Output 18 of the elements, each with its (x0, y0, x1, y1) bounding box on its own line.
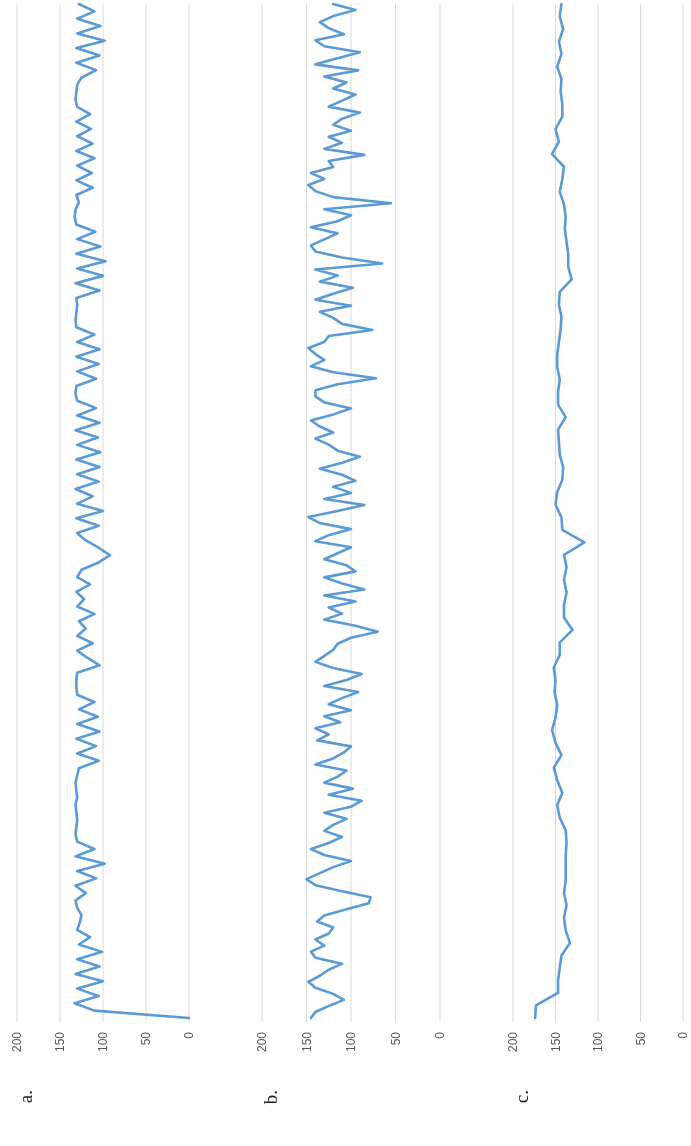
x-tick-label: 0 (182, 1031, 197, 1039)
x-tick-label: 150 (299, 1031, 314, 1053)
x-tick-label: 150 (53, 1031, 68, 1053)
x-tick-label: 100 (96, 1031, 111, 1053)
x-tick-label: 0 (676, 1031, 691, 1039)
text: a. (14, 1090, 36, 1104)
x-tick-label: 50 (139, 1031, 154, 1046)
x-tick-label: 50 (633, 1031, 648, 1046)
x-tick-label: 100 (591, 1031, 606, 1053)
x-tick-label: 0 (433, 1031, 448, 1039)
x-tick-label: 150 (548, 1031, 563, 1053)
x-tick-label: 200 (10, 1031, 25, 1053)
text: b. (259, 1090, 281, 1105)
x-tick-label: 200 (255, 1031, 270, 1053)
x-tick-label: 100 (344, 1031, 359, 1053)
x-tick-label: 50 (388, 1031, 403, 1046)
x-tick-label: 200 (506, 1031, 521, 1053)
text: c. (510, 1090, 532, 1104)
